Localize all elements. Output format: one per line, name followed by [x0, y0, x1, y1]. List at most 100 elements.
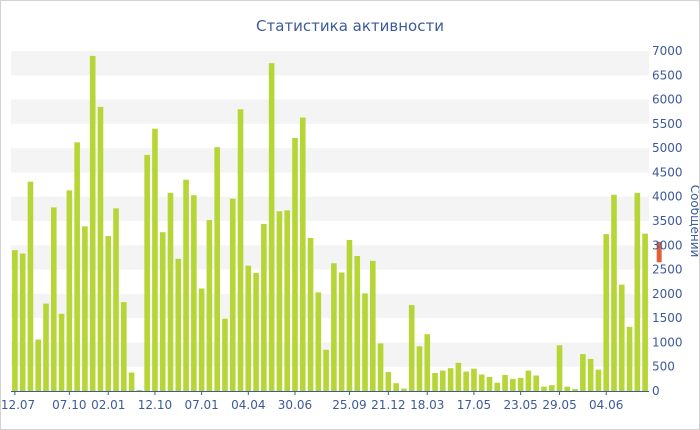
y-tick-label: 7000 — [652, 44, 683, 58]
bar — [35, 339, 42, 391]
bar — [299, 117, 306, 392]
x-tick-label: 17.05 — [457, 398, 491, 412]
chart-title: Статистика активности — [256, 17, 444, 35]
y-tick-label: 3000 — [652, 238, 683, 252]
y-tick-label: 4000 — [652, 190, 683, 204]
bar — [541, 386, 547, 391]
y-axis-label: Сообщений — [688, 185, 699, 258]
bar — [12, 250, 18, 391]
grid-band — [11, 51, 649, 76]
bar — [471, 368, 477, 391]
bar — [113, 208, 119, 391]
bar — [564, 386, 571, 391]
bar — [346, 239, 353, 391]
bar — [268, 63, 275, 392]
grid-band — [11, 196, 649, 221]
bar — [548, 385, 555, 391]
bar — [27, 181, 34, 391]
x-tick-label: 30.06 — [278, 398, 312, 412]
grid-band — [11, 148, 649, 173]
x-tick-label: 21.12 — [371, 398, 405, 412]
bar — [323, 349, 329, 391]
bar — [19, 253, 26, 391]
bar — [82, 226, 88, 391]
x-axis-ticks: 12.07 07.10 02.01 12.10 07.01 04.04 30.06 25.09… — [1, 391, 623, 412]
bar — [517, 377, 524, 391]
x-tick-label: 25.09 — [332, 398, 366, 412]
bar — [50, 207, 57, 391]
bar — [408, 305, 415, 391]
bar — [152, 128, 158, 391]
bar — [362, 293, 368, 391]
bar — [276, 211, 283, 391]
y-tick-label: 6000 — [652, 93, 683, 107]
bar — [572, 389, 578, 391]
bar — [58, 313, 65, 391]
bar — [634, 192, 641, 391]
y-tick-label: 2500 — [652, 263, 683, 277]
bar — [89, 55, 96, 391]
bar — [206, 220, 213, 391]
bar — [284, 210, 291, 391]
x-tick-label: 07.10 — [52, 398, 86, 412]
bars-group — [12, 55, 662, 392]
y-tick-label: 6500 — [652, 68, 683, 82]
bar — [369, 260, 376, 391]
x-tick-label: 29.05 — [542, 398, 576, 412]
bar — [128, 372, 135, 391]
bar — [331, 263, 337, 391]
bar — [245, 265, 252, 391]
bar — [618, 284, 625, 391]
bar — [556, 345, 563, 391]
bar — [74, 142, 80, 391]
bar — [502, 374, 508, 391]
bar — [611, 194, 617, 391]
bar — [416, 346, 423, 391]
bar — [144, 154, 150, 391]
x-tick-label: 04.04 — [231, 398, 265, 412]
bar — [486, 376, 493, 391]
bar — [237, 109, 244, 392]
highlight-bar — [656, 241, 662, 263]
bar — [478, 374, 485, 391]
bar — [97, 106, 104, 391]
bar — [603, 234, 610, 391]
y-tick-label: 1500 — [652, 311, 683, 325]
x-tick-label: 07.01 — [184, 398, 218, 412]
y-tick-label: 2000 — [652, 287, 683, 301]
y-tick-label: 5000 — [652, 141, 683, 155]
bar — [136, 390, 143, 391]
y-tick-label: 4500 — [652, 165, 683, 179]
x-tick-label: 23.05 — [503, 398, 537, 412]
bar — [393, 383, 399, 391]
bar — [229, 198, 236, 391]
x-tick-label: 18.03 — [410, 398, 444, 412]
bar — [354, 255, 361, 391]
grid-band — [11, 99, 649, 124]
bar — [455, 362, 462, 391]
bar — [292, 137, 298, 391]
x-tick-label: 12.07 — [1, 398, 35, 412]
x-tick-label: 02.01 — [91, 398, 125, 412]
y-axis-ticks: 0 500 1000 1500 2000 2500 3000 3500 4000 4500 5000… — [652, 44, 683, 398]
bar — [338, 272, 345, 391]
bar — [385, 372, 392, 391]
bar — [525, 370, 532, 391]
bar — [424, 334, 431, 391]
x-tick-label: 12.10 — [138, 398, 172, 412]
bar — [595, 369, 602, 391]
bar — [121, 302, 127, 391]
bar — [191, 195, 197, 391]
bar — [175, 258, 182, 391]
y-tick-label: 1000 — [652, 335, 683, 349]
bar — [261, 223, 267, 391]
bar — [377, 343, 384, 391]
y-tick-label: 500 — [652, 360, 675, 374]
bar — [440, 370, 446, 391]
bar — [214, 147, 220, 391]
bar — [198, 288, 205, 391]
y-tick-label: 3500 — [652, 214, 683, 228]
bar — [447, 368, 454, 391]
